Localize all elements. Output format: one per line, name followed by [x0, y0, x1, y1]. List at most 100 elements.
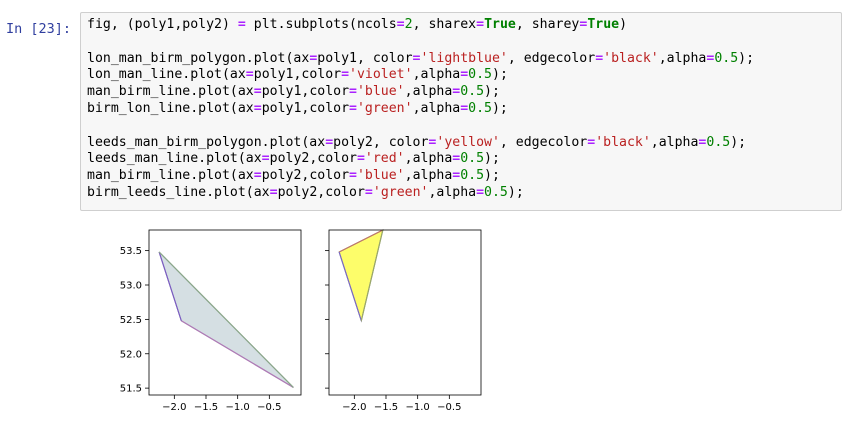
- code-token: =: [253, 100, 262, 116]
- code-token: leeds_man_birm_polygon.plot(ax: [87, 134, 326, 150]
- x-tick-label: −0.5: [257, 402, 281, 413]
- code-cell-input[interactable]: fig, (poly1,poly2) = plt.subplots(ncols=…: [80, 12, 842, 211]
- code-token: 0.5: [714, 50, 739, 66]
- code-token: ,alpha: [412, 100, 461, 116]
- axes-frame: [148, 229, 302, 396]
- code-token: );: [738, 50, 755, 66]
- code-token: =: [460, 100, 469, 116]
- code-token: =: [253, 168, 262, 184]
- axes-frame: [328, 229, 482, 396]
- code-token: 'red': [364, 151, 405, 167]
- code-token: =: [460, 67, 469, 83]
- code-token: =: [309, 50, 318, 66]
- code-token: plt.subplots(ncols: [245, 17, 397, 32]
- code-line: lon_man_line.plot(ax=poly1,color='violet…: [87, 67, 754, 84]
- code-token: 0.5: [706, 134, 731, 150]
- code-token: poly1,color: [253, 67, 342, 83]
- code-token: , sharey: [515, 17, 580, 32]
- polygon-fill: [338, 229, 384, 323]
- code-token: ,alpha: [404, 151, 453, 167]
- code-token: =: [349, 84, 357, 100]
- code-token: =: [396, 17, 405, 32]
- code-token: =: [341, 67, 350, 83]
- code-token: ,alpha: [404, 168, 453, 184]
- series-line-1: [338, 229, 384, 253]
- code-token: lon_man_line.plot(ax: [87, 67, 246, 83]
- code-line: leeds_man_line.plot(ax=poly2,color='red'…: [87, 151, 754, 168]
- code-token: =: [476, 184, 485, 200]
- code-token: poly2,color: [261, 168, 350, 184]
- code-token: =: [412, 50, 421, 66]
- y-tick-label: 51.5: [120, 384, 142, 395]
- code-token: );: [492, 67, 508, 83]
- code-token: 0.5: [460, 168, 485, 184]
- code-line: lon_man_birm_polygon.plot(ax=poly1, colo…: [87, 51, 754, 68]
- code-line: man_birm_line.plot(ax=poly1,color='blue'…: [87, 84, 754, 101]
- x-tick-label: −1.5: [194, 402, 218, 413]
- code-token: fig, (poly1,poly2): [87, 17, 238, 32]
- code-token: lon_man_birm_polygon.plot(ax: [87, 50, 310, 66]
- code-editor[interactable]: fig, (poly1,poly2) = plt.subplots(ncols=…: [87, 17, 754, 202]
- y-tick-label: 52.0: [120, 349, 142, 360]
- code-token: poly1, color: [317, 50, 413, 66]
- subplot-2: −2.0 −1.5 −1.0 −0.5: [325, 229, 482, 413]
- code-line: fig, (poly1,poly2) = plt.subplots(ncols=…: [87, 17, 754, 34]
- code-token: man_birm_line.plot(ax: [87, 168, 254, 184]
- code-token: 0.5: [468, 100, 492, 116]
- code-token: ): [619, 17, 628, 32]
- code-token: poly2, color: [333, 134, 429, 150]
- code-token: 'black': [603, 50, 659, 66]
- code-token: );: [507, 184, 524, 200]
- code-token: =: [706, 50, 715, 66]
- code-token: 'blue': [356, 168, 405, 184]
- code-token: 0.5: [468, 67, 492, 83]
- code-token: =: [452, 151, 461, 167]
- code-token: poly2,color: [269, 151, 357, 167]
- code-token: man_birm_line.plot(ax: [87, 84, 254, 100]
- code-token: , edgecolor: [507, 50, 596, 66]
- code-line: birm_leeds_line.plot(ax=poly2,color='gre…: [87, 185, 754, 202]
- code-token: poly1,color: [261, 100, 350, 116]
- x-tick-label: −0.5: [437, 402, 461, 413]
- code-token: leeds_man_line.plot(ax: [87, 151, 262, 167]
- code-token: ,alpha: [650, 134, 699, 150]
- series-line-2: [158, 251, 182, 321]
- code-token: );: [491, 100, 508, 116]
- code-token: =: [356, 151, 365, 167]
- x-tick-label: −1.5: [374, 402, 398, 413]
- code-token: =: [476, 17, 485, 32]
- code-token: =: [698, 134, 707, 150]
- input-prompt: In [23]:: [6, 21, 72, 37]
- series-line-2: [338, 251, 362, 321]
- code-token: =: [579, 17, 588, 32]
- subplot-1: −2.0 −1.5 −1.0 −0.5 51.5 52.0 52.5 53.0 53.5: [120, 229, 302, 413]
- series-line-3: [158, 251, 294, 388]
- code-token: );: [484, 84, 500, 100]
- code-token: );: [484, 168, 500, 184]
- code-token: True: [484, 17, 516, 32]
- code-token: 2: [404, 17, 413, 32]
- code-token: 'lightblue': [420, 50, 508, 66]
- code-line: leeds_man_birm_polygon.plot(ax=poly2, co…: [87, 135, 754, 152]
- code-token: =: [428, 134, 437, 150]
- code-token: birm_leeds_line.plot(ax: [87, 184, 270, 200]
- code-token: True: [587, 17, 620, 32]
- y-tick-label: 52.5: [120, 315, 142, 326]
- code-token: ,alpha: [412, 67, 461, 83]
- y-tick-label: 53.0: [120, 281, 142, 292]
- code-token: 'yellow': [436, 134, 500, 150]
- cell-output: −2.0 −1.5 −1.0 −0.5 51.5 52.0 52.5 53.0 53.5 −2.0…: [80, 220, 842, 420]
- x-tick-label: −2.0: [342, 402, 366, 413]
- code-token: 'black': [595, 134, 651, 150]
- code-token: =: [269, 184, 278, 200]
- y-tick-label: 53.5: [120, 246, 142, 257]
- series-line-1: [180, 320, 294, 388]
- code-token: =: [452, 168, 461, 184]
- code-line: [87, 34, 754, 51]
- code-token: 'violet': [349, 67, 413, 83]
- code-token: 'blue': [356, 84, 405, 100]
- code-token: =: [595, 50, 604, 66]
- subplots-figure: −2.0 −1.5 −1.0 −0.551.552.052.553.053.5−2.0…: [120, 229, 482, 413]
- code-token: =: [587, 134, 596, 150]
- code-token: , edgecolor: [499, 134, 588, 150]
